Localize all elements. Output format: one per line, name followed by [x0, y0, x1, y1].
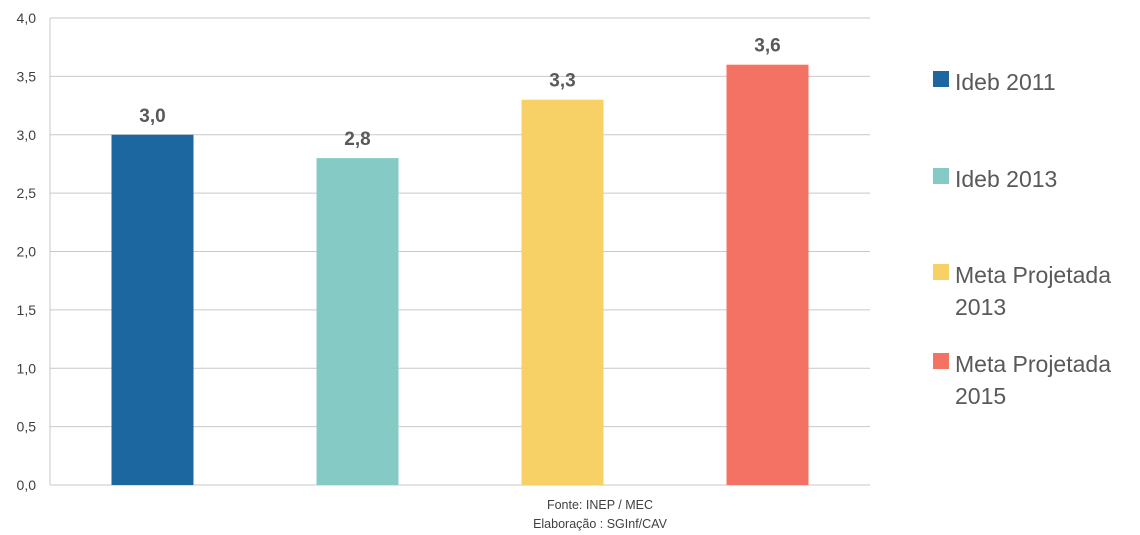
y-tick-label: 0,5: [17, 419, 37, 435]
bar: [111, 134, 194, 485]
y-tick-label: 3,0: [17, 127, 37, 143]
source-line-2: Elaboração : SGInf/CAV: [533, 517, 667, 531]
y-tick-label: 3,5: [17, 68, 37, 84]
legend-item: Meta Projetada 2013: [933, 259, 1111, 323]
legend-label: Meta Projetada 2013: [955, 262, 1111, 320]
y-tick-label: 2,0: [17, 244, 37, 260]
y-tick-label: 4,0: [17, 10, 37, 26]
legend-label: Ideb 2013: [955, 166, 1058, 192]
data-label: 2,8: [344, 129, 370, 150]
legend-swatch: [933, 264, 949, 280]
legend-swatch: [933, 71, 949, 87]
bar: [726, 64, 809, 485]
legend-swatch: [933, 168, 949, 184]
legend-item: Ideb 2011: [933, 66, 1056, 98]
legend-label: Meta Projetada 2015: [955, 351, 1111, 409]
y-tick-label: 2,5: [17, 185, 37, 201]
legend-item: Meta Projetada 2015: [933, 348, 1111, 412]
legend: Ideb 2011 Ideb 2013 Meta Projetada 2013 Met…: [933, 0, 1140, 480]
legend-swatch: [933, 353, 949, 369]
source-note: Fonte: INEP / MEC Elaboração : SGInf/CAV: [460, 496, 740, 534]
legend-label: Ideb 2011: [955, 69, 1056, 95]
source-line-1: Fonte: INEP / MEC: [546, 498, 654, 512]
legend-item: Ideb 2013: [933, 163, 1057, 195]
y-tick-label: 1,5: [17, 302, 37, 318]
data-label: 3,3: [549, 71, 575, 92]
y-tick-label: 1,0: [17, 360, 37, 376]
data-label: 3,6: [754, 36, 780, 57]
data-label: 3,0: [139, 106, 165, 127]
bar: [316, 158, 399, 485]
y-tick-label: 0,0: [17, 477, 37, 493]
bar: [521, 99, 604, 485]
